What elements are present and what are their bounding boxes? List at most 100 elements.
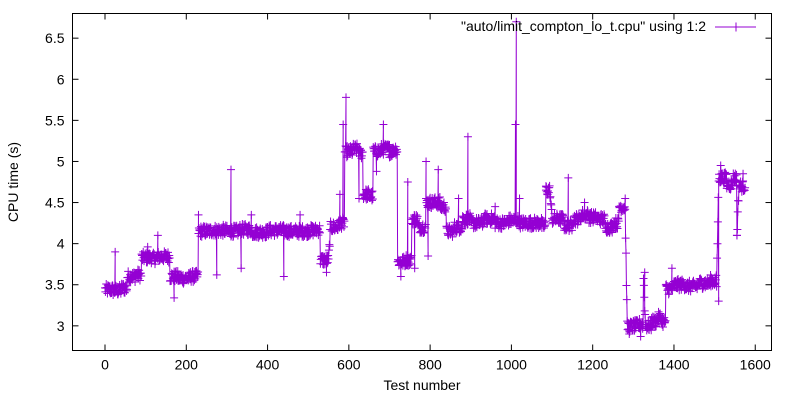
data-point — [396, 272, 405, 281]
data-point — [639, 281, 648, 290]
data-point — [565, 224, 574, 233]
data-point — [340, 217, 349, 226]
data-point — [686, 287, 695, 296]
y-tick-label: 4.5 — [45, 195, 65, 211]
data-point — [247, 210, 256, 219]
x-tick-label: 600 — [337, 357, 361, 373]
x-axis-label: Test number — [383, 377, 460, 393]
data-point — [441, 204, 450, 213]
data-point — [403, 178, 412, 186]
data-point — [622, 249, 631, 258]
data-point — [315, 228, 324, 237]
data-point — [712, 271, 721, 280]
data-point — [324, 255, 333, 264]
data-point — [630, 326, 639, 335]
data-point — [194, 267, 203, 276]
data-point — [564, 173, 573, 182]
data-point — [733, 225, 742, 234]
data-point — [621, 205, 630, 214]
data-point — [322, 259, 331, 268]
data-point — [613, 224, 622, 233]
data-point — [658, 323, 667, 332]
data-point — [458, 225, 467, 234]
data-point — [143, 242, 152, 251]
data-point — [122, 285, 131, 294]
data-point — [640, 293, 649, 302]
data-point — [439, 198, 448, 207]
series-markers — [101, 17, 750, 341]
data-point — [325, 242, 334, 251]
x-tick-label: 0 — [101, 357, 109, 373]
data-point — [279, 272, 288, 281]
data-point — [424, 251, 433, 260]
data-point — [368, 196, 377, 205]
data-point — [512, 17, 521, 26]
data-point — [434, 165, 443, 174]
data-point — [714, 193, 723, 202]
data-point — [713, 239, 722, 248]
data-point — [622, 281, 631, 290]
data-point — [511, 120, 520, 129]
data-point — [173, 267, 182, 276]
data-point — [237, 264, 246, 273]
data-point — [111, 247, 120, 256]
data-point — [212, 270, 221, 279]
data-point — [194, 210, 203, 219]
data-point — [435, 193, 444, 202]
data-point — [640, 268, 649, 277]
data-point — [355, 194, 364, 203]
data-point — [739, 169, 748, 178]
data-point — [298, 222, 307, 231]
data-point — [546, 192, 555, 201]
data-point — [712, 282, 721, 291]
data-point — [614, 217, 623, 226]
data-point — [407, 251, 416, 260]
data-point — [191, 274, 200, 283]
data-point — [739, 176, 748, 185]
axis-ticks: 0 200 400 600 800 1000 1200 1400 1600 3 3.5 4 4.5 5 5.… — [45, 13, 772, 373]
data-point — [622, 295, 631, 304]
y-axis-label: CPU time (s) — [5, 142, 21, 222]
x-tick-label: 800 — [418, 357, 442, 373]
data-point — [463, 132, 472, 141]
data-point — [541, 217, 550, 226]
data-point — [323, 258, 332, 267]
data-point — [379, 120, 388, 129]
data-point — [713, 254, 722, 263]
data-point — [410, 264, 419, 273]
data-point — [636, 332, 645, 341]
data-point — [368, 195, 377, 204]
x-tick-label: 200 — [175, 357, 199, 373]
data-point — [716, 161, 725, 170]
data-point — [135, 276, 144, 285]
data-point — [720, 169, 729, 178]
data-point — [580, 198, 589, 207]
data-point — [358, 148, 367, 157]
x-tick-label: 1200 — [577, 357, 608, 373]
data-point — [719, 179, 728, 188]
x-tick-label: 400 — [256, 357, 280, 373]
x-tick-label: 1600 — [740, 357, 771, 373]
data-point — [372, 167, 381, 176]
x-tick-label: 1000 — [496, 357, 527, 373]
data-point — [713, 217, 722, 226]
y-tick-label: 3 — [57, 318, 65, 334]
legend-label: "auto/limit_compton_lo_t.cpu" using 1:2 — [461, 18, 706, 34]
data-point — [621, 234, 630, 243]
data-point — [164, 258, 173, 267]
data-point — [734, 196, 743, 205]
data-point — [368, 187, 377, 196]
data-point — [342, 93, 351, 102]
data-point — [131, 278, 140, 287]
y-tick-label: 5.5 — [45, 112, 65, 128]
data-point — [165, 254, 174, 263]
data-point — [515, 194, 524, 203]
data-point — [137, 272, 146, 281]
data-point — [714, 297, 723, 306]
data-point — [266, 221, 275, 230]
data-point — [641, 310, 650, 319]
y-tick-label: 3.5 — [45, 277, 65, 293]
data-point — [598, 211, 607, 220]
data-point — [621, 194, 630, 203]
